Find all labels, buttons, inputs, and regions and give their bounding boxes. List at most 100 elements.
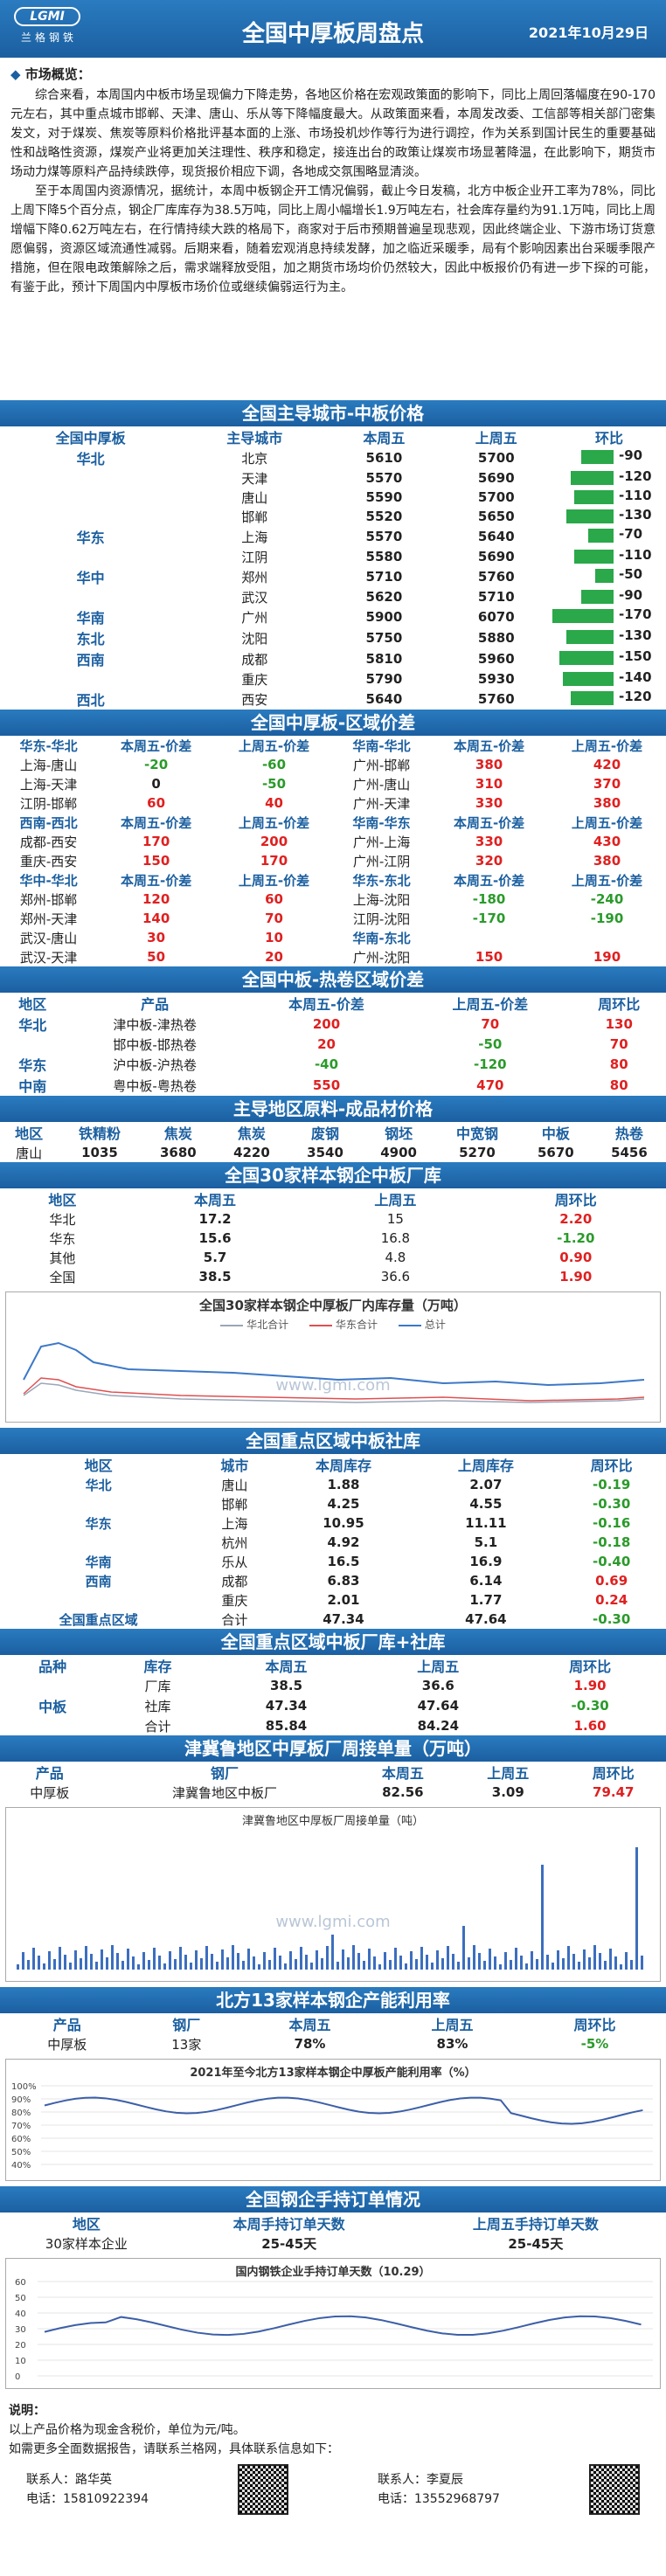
bar	[101, 1949, 103, 1970]
table-cell: 4.92	[327, 1534, 360, 1550]
table-cell: 0.24	[595, 1592, 628, 1608]
change-cell: -130	[552, 507, 666, 526]
raw-material-table: 地区 铁精粉 焦炭 焦炭 废钢 钢坯 中宽钢 中板 热卷 唐山 1035 3680 4220 3540 4…	[0, 1122, 666, 1162]
price-last: 5690	[477, 470, 515, 486]
table-row: 邯中板-邯热卷 20 -50 70	[0, 1035, 666, 1054]
mill-inventory-chart: 全国30家样本钢企中厚板厂内库存量（万吨） 华北合计 华东合计 总计 www.l…	[5, 1291, 661, 1423]
change-value: -140	[619, 669, 652, 685]
overview-label: ◆ 市场概览：	[10, 66, 91, 82]
change-cell: -150	[552, 648, 666, 669]
col-header: 本周五-价差	[120, 814, 192, 831]
mill-inventory-lines	[23, 1341, 645, 1403]
col-header: 热卷	[614, 1125, 643, 1142]
col-header: 全国中厚板	[55, 430, 126, 447]
y-tick: 40%	[11, 2161, 31, 2171]
bar	[373, 1956, 376, 1970]
table-cell: 190	[593, 949, 621, 965]
bar	[347, 1957, 350, 1970]
table-row: 江阴-邯郸 60 40 广州-天津 330 380	[0, 793, 666, 813]
bar	[132, 1956, 135, 1970]
section-social-inventory-title: 全国重点区域中板社库	[0, 1428, 666, 1454]
region-cell: 西北	[76, 692, 105, 709]
regional-spread-table: 华东-华北 本周五-价差 上周五-价差 华南-华北 本周五-价差 上周五-价差 上海-唐山 -…	[0, 736, 666, 966]
price-this: 5810	[365, 651, 403, 667]
table-cell: 上海-天津	[19, 776, 78, 793]
bar	[515, 1948, 517, 1970]
table-cell: 社库	[144, 1698, 171, 1714]
table-cell: 广州-江阴	[352, 853, 411, 869]
table-cell: 38.5	[270, 1678, 303, 1693]
table-cell: 6.14	[469, 1573, 503, 1589]
table-row: 上海-唐山 -20 -60 广州-邯郸 380 420	[0, 755, 666, 774]
table-row: 华东 上海 10.95 11.11 -0.16	[0, 1513, 666, 1533]
table-cell: 1.77	[469, 1592, 503, 1608]
y-tick: 90%	[11, 2095, 31, 2105]
bar	[274, 1948, 276, 1970]
total-inventory-table: 品种 库存 本周五 上周五 周环比 厂库 38.5 36.6 1.90 中板 社库 47.34 47.6…	[0, 1655, 666, 1735]
table-cell: 85.84	[265, 1718, 308, 1734]
change-bar	[595, 569, 614, 583]
change-value: -120	[619, 468, 652, 484]
price-this: 5900	[365, 609, 403, 625]
bar	[389, 1960, 392, 1970]
series-east-line	[23, 1377, 645, 1402]
table-cell: 郑州-邯郸	[19, 891, 78, 908]
bar	[80, 1958, 82, 1970]
bar	[599, 1953, 601, 1970]
table-cell: 津中板-津热卷	[113, 1016, 197, 1033]
table-cell: 中厚板	[30, 1784, 70, 1801]
table-row: 中南 粤中板-粤热卷 550 470 80	[0, 1075, 666, 1096]
table-row: 华中 郑州 5710 5760 -50	[0, 566, 666, 587]
price-last: 5640	[477, 529, 515, 544]
change-bar	[574, 490, 614, 504]
table-cell: 79.47	[593, 1784, 635, 1800]
bar	[53, 1959, 56, 1970]
table-row: 重庆-西安 150 170 广州-江阴 320 380	[0, 851, 666, 870]
table-cell: 60	[147, 795, 166, 811]
bar	[641, 1956, 643, 1970]
change-value: -170	[619, 606, 652, 622]
table-cell: 4.55	[469, 1496, 503, 1512]
col-header: 上周五	[487, 1765, 530, 1782]
bar	[457, 1962, 460, 1970]
price-this: 5520	[365, 509, 403, 524]
col-header: 华南-华北	[352, 737, 411, 754]
table-row: 西南 成都 5810 5960 -150	[0, 648, 666, 669]
contacts: 联系人：路华英 电话：15810922394 联系人：李夏辰 电话：135529…	[9, 2464, 657, 2515]
table-cell: 合计	[144, 1718, 171, 1735]
y-tick: 50%	[11, 2148, 31, 2157]
bar	[520, 1956, 523, 1970]
change-bar	[566, 630, 614, 644]
price-last: 5700	[477, 489, 515, 505]
table-cell: 3680	[159, 1145, 197, 1160]
col-header: 库存	[143, 1658, 172, 1675]
change-bar	[571, 471, 614, 485]
bar	[121, 1961, 124, 1970]
table-cell: 150	[475, 949, 503, 965]
capacity-line: 100% 90% 80% 70% 60% 50% 40%	[11, 2082, 653, 2171]
contact-2: 联系人：李夏辰 电话：13552968797	[377, 2473, 500, 2506]
table-row: 上海-天津 0 -50 广州-唐山 310 370	[0, 774, 666, 793]
table-row: 杭州 4.92 5.1 -0.18	[0, 1533, 666, 1552]
table-cell: 沪中板-沪热卷	[113, 1056, 197, 1073]
col-header: 上周五-价差	[571, 737, 643, 754]
bar	[504, 1952, 507, 1970]
table-cell: 380	[593, 853, 621, 869]
section-capacity-title: 北方13家样本钢企产能利用率	[0, 1987, 666, 2013]
table-cell: 4.25	[327, 1496, 360, 1512]
col-header: 品种	[38, 1658, 67, 1675]
watermark: www.lgmi.com	[275, 1376, 391, 1395]
bar	[305, 1955, 308, 1970]
table-cell: 120	[142, 891, 170, 907]
col-header: 华南-华东	[352, 814, 411, 831]
bar	[494, 1956, 496, 1970]
contact-1: 联系人：路华英 电话：15810922394	[26, 2473, 149, 2506]
table-row: 中厚板 津冀鲁地区中板厂 82.56 3.09 79.47	[0, 1783, 666, 1802]
bar	[536, 1959, 538, 1970]
bar	[95, 1962, 98, 1970]
col-header: 中宽钢	[455, 1125, 498, 1142]
col-header: 华东-华北	[19, 737, 78, 754]
table-cell: 47.64	[465, 1611, 507, 1627]
table-cell: 70	[609, 1036, 628, 1052]
